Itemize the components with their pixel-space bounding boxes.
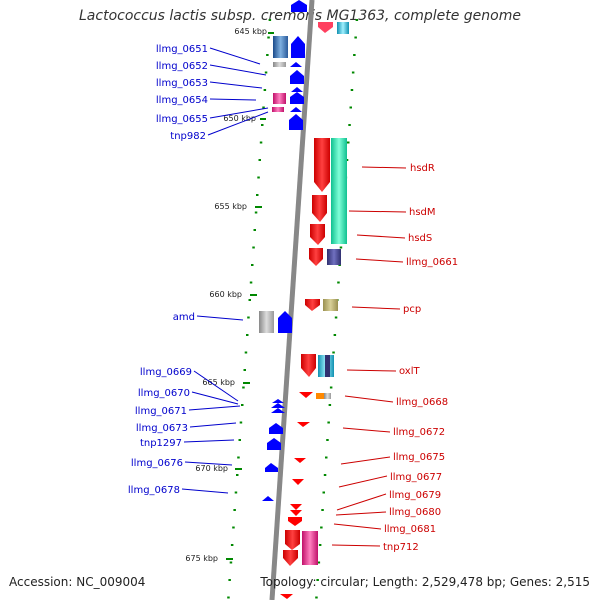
gene-arrow (310, 224, 325, 245)
gene-label[interactable]: llmg_0661 (406, 257, 458, 268)
gene-arrow (262, 496, 274, 501)
gene-arrow (290, 504, 302, 510)
gene-arrow (292, 479, 304, 485)
gene-labels-left: llmg_0651 llmg_0652 llmg_0653 llmg_0654 … (128, 44, 208, 496)
kbp-label-670: 670 kbp (195, 464, 228, 473)
kbp-markers: 645 kbp 650 kbp 655 kbp 660 kbp 665 kbp … (185, 27, 274, 563)
gene-label[interactable]: llmg_0677 (390, 472, 442, 483)
gene-arrow (301, 354, 316, 377)
topology-text: Topology: circular; Length: 2,529,478 bp… (260, 575, 590, 589)
gene-label[interactable]: tnp1297 (140, 438, 182, 449)
leader-lines-left (181, 47, 269, 494)
gene-labels-right: hsdR hsdM hsdS llmg_0661 pcp oxlT llmg_0… (383, 163, 458, 553)
kbp-label-665: 665 kbp (202, 378, 235, 387)
gene-arrow (291, 87, 303, 92)
leader-lines-right (331, 166, 407, 547)
gene-arrow (265, 463, 278, 472)
gene-label[interactable]: llmg_0651 (156, 44, 208, 55)
gene-block (273, 62, 286, 67)
gene-label[interactable]: llmg_0676 (131, 458, 183, 469)
gene-arrow (290, 70, 304, 84)
gene-label[interactable]: llmg_0680 (389, 507, 441, 518)
gene-label[interactable]: tnp712 (383, 542, 419, 553)
gene-label[interactable]: tnp982 (170, 131, 206, 142)
gene-label[interactable]: llmg_0681 (384, 524, 436, 535)
gene-arrow (271, 403, 285, 408)
gene-label[interactable]: llmg_0675 (393, 452, 445, 463)
diagram-title: Lactococcus lactis subsp. cremoris MG136… (79, 8, 521, 24)
gene-block (325, 355, 330, 377)
accession-text: Accession: NC_009004 (9, 575, 146, 589)
gene-block (273, 36, 288, 58)
gene-label[interactable]: llmg_0673 (136, 423, 188, 434)
gene-arrow (290, 92, 304, 104)
gene-block (316, 393, 324, 399)
gene-block (273, 93, 286, 104)
gene-arrow (272, 399, 284, 403)
gene-block (259, 311, 274, 333)
gene-label[interactable]: llmg_0654 (156, 95, 208, 106)
gene-arrow (290, 107, 302, 112)
gene-label[interactable]: llmg_0652 (156, 61, 208, 72)
gene-label[interactable]: llmg_0668 (396, 397, 448, 408)
gene-label[interactable]: llmg_0655 (156, 114, 208, 125)
gene-arrow (290, 510, 302, 516)
gene-arrow (294, 458, 306, 463)
gene-arrow (280, 594, 293, 599)
kbp-label-650: 650 kbp (223, 114, 256, 123)
genome-backbone (269, 0, 315, 600)
gene-arrow (267, 438, 281, 450)
kbp-label-655: 655 kbp (214, 202, 247, 211)
tick-marks-left (227, 19, 272, 599)
gene-label[interactable]: llmg_0678 (128, 485, 180, 496)
gene-label[interactable]: llmg_0679 (389, 490, 441, 501)
gene-arrow (290, 62, 302, 67)
gene-block (323, 299, 338, 311)
gene-block (324, 393, 331, 399)
gene-label[interactable]: llmg_0669 (140, 367, 192, 378)
gene-arrow (309, 248, 323, 266)
gene-label[interactable]: hsdR (410, 163, 435, 174)
gene-arrow (297, 422, 310, 427)
gene-arrow (278, 311, 292, 333)
gene-label[interactable]: amd (173, 312, 195, 323)
gene-label[interactable]: llmg_0653 (156, 78, 208, 89)
gene-arrow (318, 22, 333, 33)
gene-label[interactable]: llmg_0671 (135, 406, 187, 417)
gene-arrow (285, 530, 300, 550)
kbp-label-675: 675 kbp (185, 554, 218, 563)
gene-arrow (299, 392, 313, 398)
gene-label[interactable]: hsdM (409, 207, 436, 218)
gene-block (272, 107, 284, 112)
gene-arrow (269, 423, 283, 434)
gene-label[interactable]: oxlT (399, 366, 421, 377)
gene-arrow (305, 299, 320, 311)
gene-arrow (271, 408, 285, 413)
gene-arrow (288, 517, 302, 526)
kbp-label-660: 660 kbp (209, 290, 242, 299)
gene-arrow (312, 195, 327, 222)
gene-block (302, 531, 318, 565)
gene-block (337, 22, 349, 34)
gene-label[interactable]: hsdS (408, 233, 432, 244)
gene-label[interactable]: llmg_0672 (393, 427, 445, 438)
gene-arrow (314, 138, 330, 192)
gene-arrow (283, 550, 298, 566)
reverse-strand-genes (280, 22, 349, 599)
gene-arrow (291, 36, 305, 58)
gene-block (327, 249, 341, 265)
kbp-label-645: 645 kbp (234, 27, 267, 36)
forward-strand-genes (259, 0, 307, 501)
gene-label[interactable]: pcp (403, 304, 421, 315)
gene-block (331, 138, 347, 244)
gene-label[interactable]: llmg_0670 (138, 388, 190, 399)
gene-arrow (291, 0, 307, 12)
gene-arrow (289, 114, 303, 130)
